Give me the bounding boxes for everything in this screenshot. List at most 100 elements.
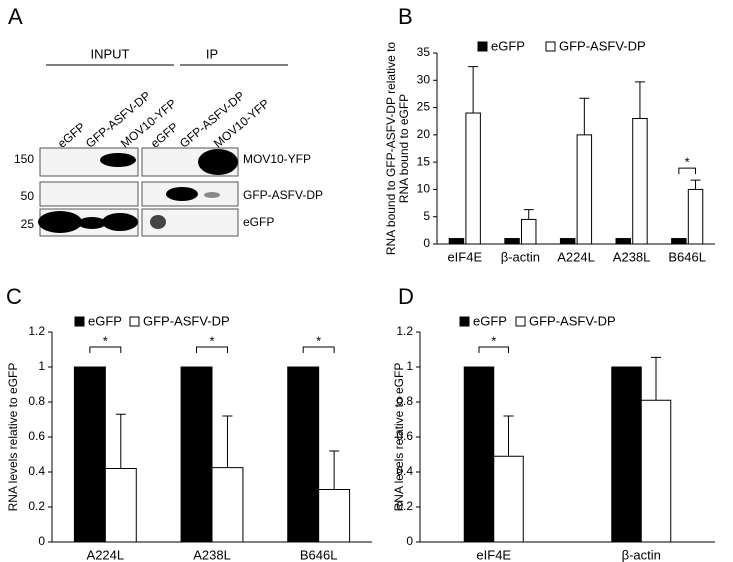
y-tick-label: 10 <box>417 182 431 196</box>
marker-label: 25 <box>21 217 35 231</box>
legend-swatch <box>459 316 470 327</box>
row-label: MOV10-YFP <box>243 152 311 166</box>
error-bar <box>329 450 340 490</box>
y-tick-label: 0 <box>38 534 45 548</box>
error-bar <box>579 97 590 135</box>
legend-label: eGFP <box>473 313 507 328</box>
bar <box>559 238 576 245</box>
y-tick-label: 0.6 <box>28 429 45 443</box>
error-bar <box>651 356 661 401</box>
lane-labels: eGFP GFP-ASFV-DP MOV10-YFP eGFP GFP-ASFV… <box>55 89 272 151</box>
bar <box>671 238 687 245</box>
panel-label: B <box>398 4 413 29</box>
panel-label: A <box>8 4 23 29</box>
significance-label: * <box>685 155 690 170</box>
y-tick-label: 1 <box>406 359 413 373</box>
x-tick-label: A238L <box>613 249 651 264</box>
panel-label: C <box>6 284 22 309</box>
legend-swatch <box>129 316 140 327</box>
legend-label: GFP-ASFV-DP <box>143 313 230 328</box>
x-tick-label: A238L <box>193 547 231 562</box>
legend-label: GFP-ASFV-DP <box>529 313 616 328</box>
y-tick-label: 5 <box>423 209 430 223</box>
significance-label: * <box>491 333 496 348</box>
significance-bracket <box>478 346 509 353</box>
legend-swatch <box>545 41 556 52</box>
panel-label: D <box>398 284 414 309</box>
x-tick-label: B646L <box>668 249 706 264</box>
y-tick-label: 0 <box>406 534 413 548</box>
lane-label: eGFP <box>55 120 88 151</box>
blot-image <box>39 147 239 237</box>
significance-bracket <box>196 346 228 353</box>
y-tick-label: 0.8 <box>28 394 45 408</box>
y-tick-label: 0.8 <box>396 394 413 408</box>
y-tick-label: 35 <box>417 45 431 59</box>
error-bar <box>690 179 701 190</box>
y-tick-label: 25 <box>417 100 431 114</box>
row-label: GFP-ASFV-DP <box>243 188 323 202</box>
bar <box>104 468 137 543</box>
legend-label: eGFP <box>88 313 122 328</box>
y-tick-label: 0.6 <box>396 429 413 443</box>
bar <box>576 134 593 245</box>
y-tick-label: 0 <box>423 236 430 250</box>
y-tick-label: 15 <box>417 154 431 168</box>
significance-label: * <box>103 333 108 348</box>
x-tick-label: A224L <box>557 249 595 264</box>
bar <box>611 366 642 543</box>
significance-label: * <box>209 333 214 348</box>
bar <box>493 455 524 543</box>
x-tick-label: B646L <box>300 547 338 562</box>
significance-bracket <box>302 346 335 353</box>
y-tick-label: 1.2 <box>396 324 413 338</box>
bar <box>287 366 320 543</box>
bar <box>687 188 704 245</box>
bands <box>38 149 238 233</box>
error-bar <box>222 415 233 468</box>
significance-bracket <box>678 167 697 175</box>
y-tick-label: 0.4 <box>28 464 45 478</box>
bar <box>615 238 631 245</box>
bar <box>318 489 351 543</box>
bar <box>180 366 213 543</box>
y-axis-label: RNA levels relative to eGFP <box>6 363 20 512</box>
x-tick-label: eIF4E <box>447 249 482 264</box>
significance-bracket <box>89 346 122 353</box>
y-tick-label: 1.2 <box>28 324 45 338</box>
y-axis-label: RNA bound to GFP-ASFV-DP relative to <box>384 42 398 256</box>
y-tick-label: 0.2 <box>396 499 413 513</box>
x-tick-label: β-actin <box>501 249 540 264</box>
bar <box>463 366 495 543</box>
marker-label: 150 <box>14 152 34 166</box>
y-axis-label: RNA bound to eGFP <box>397 94 411 203</box>
error-bar <box>468 66 479 114</box>
group-label: INPUT <box>91 46 130 61</box>
bar <box>211 467 244 543</box>
error-bar <box>634 81 645 119</box>
legend-swatch <box>74 316 85 327</box>
row-label: eGFP <box>243 215 274 229</box>
bar <box>521 218 537 245</box>
legend-swatch <box>477 41 488 52</box>
bar <box>632 117 648 245</box>
x-tick-label: eIF4E <box>476 547 511 562</box>
legend-label: eGFP <box>491 38 525 53</box>
legend-swatch <box>515 316 526 327</box>
bar <box>465 112 481 245</box>
marker-label: 50 <box>21 189 35 203</box>
y-axis-label: RNA levels relative to eGFP <box>392 363 406 512</box>
group-label: IP <box>206 46 218 61</box>
error-bar <box>503 415 514 457</box>
x-tick-label: A224L <box>87 547 125 562</box>
y-tick-label: 0.4 <box>396 464 413 478</box>
y-tick-label: 1 <box>38 359 45 373</box>
y-tick-label: 0.2 <box>28 499 45 513</box>
error-bar <box>523 209 534 220</box>
bar <box>73 366 106 543</box>
bar <box>640 399 672 543</box>
significance-label: * <box>316 333 321 348</box>
x-tick-label: β-actin <box>622 547 661 562</box>
y-tick-label: 30 <box>417 72 431 86</box>
